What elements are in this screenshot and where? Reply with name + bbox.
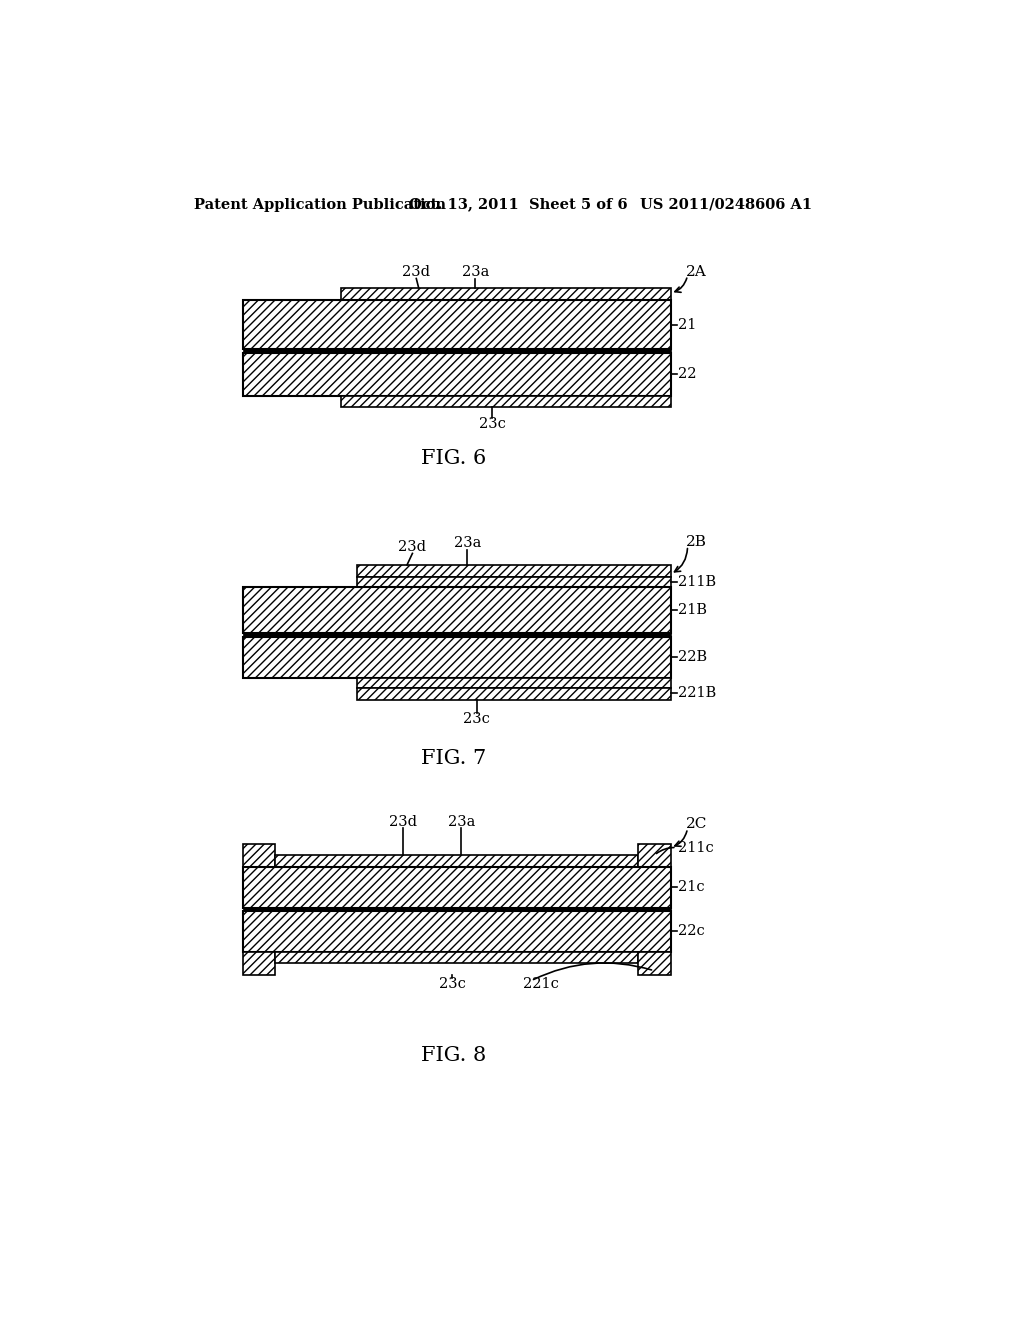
- Text: 21B: 21B: [678, 603, 708, 618]
- Bar: [356, 577, 671, 587]
- Text: FIG. 8: FIG. 8: [421, 1045, 486, 1065]
- Text: 23c: 23c: [463, 711, 490, 726]
- Text: Patent Application Publication: Patent Application Publication: [194, 198, 445, 211]
- Text: 23a: 23a: [454, 536, 481, 550]
- Bar: [243, 354, 671, 396]
- Text: 22B: 22B: [678, 651, 708, 664]
- Text: 22c: 22c: [678, 924, 705, 937]
- Text: 21c: 21c: [678, 880, 705, 894]
- Text: 221B: 221B: [678, 686, 717, 700]
- Bar: [243, 587, 671, 634]
- Text: FIG. 7: FIG. 7: [421, 750, 486, 768]
- Text: 2B: 2B: [686, 535, 707, 549]
- Bar: [243, 843, 275, 867]
- Text: 2C: 2C: [686, 817, 708, 832]
- Bar: [356, 688, 671, 700]
- Text: 23c: 23c: [479, 417, 506, 432]
- Text: US 2011/0248606 A1: US 2011/0248606 A1: [640, 198, 812, 211]
- Text: FIG. 6: FIG. 6: [421, 449, 486, 469]
- Bar: [638, 843, 671, 867]
- Text: 2A: 2A: [686, 265, 707, 280]
- Text: 22: 22: [678, 367, 696, 381]
- Text: 221c: 221c: [523, 977, 559, 991]
- Bar: [341, 396, 671, 407]
- Bar: [243, 911, 671, 952]
- Text: 21: 21: [678, 318, 696, 331]
- Text: Oct. 13, 2011  Sheet 5 of 6: Oct. 13, 2011 Sheet 5 of 6: [410, 198, 628, 211]
- Text: 211B: 211B: [678, 576, 717, 589]
- Bar: [243, 300, 671, 350]
- Text: 23c: 23c: [438, 977, 465, 991]
- Bar: [356, 678, 671, 688]
- Text: 23d: 23d: [398, 540, 426, 554]
- Bar: [341, 288, 671, 300]
- Text: 23d: 23d: [402, 265, 430, 280]
- Bar: [243, 638, 671, 678]
- Bar: [243, 634, 671, 638]
- Bar: [243, 350, 671, 354]
- Text: 23d: 23d: [389, 816, 417, 829]
- Bar: [243, 867, 671, 908]
- Bar: [243, 908, 671, 911]
- Bar: [638, 952, 671, 974]
- Bar: [356, 565, 671, 577]
- Bar: [275, 952, 638, 964]
- Text: 23a: 23a: [447, 816, 475, 829]
- Bar: [243, 952, 275, 974]
- Text: 211c: 211c: [678, 841, 714, 854]
- Text: 23a: 23a: [462, 265, 488, 280]
- Bar: [275, 855, 638, 867]
